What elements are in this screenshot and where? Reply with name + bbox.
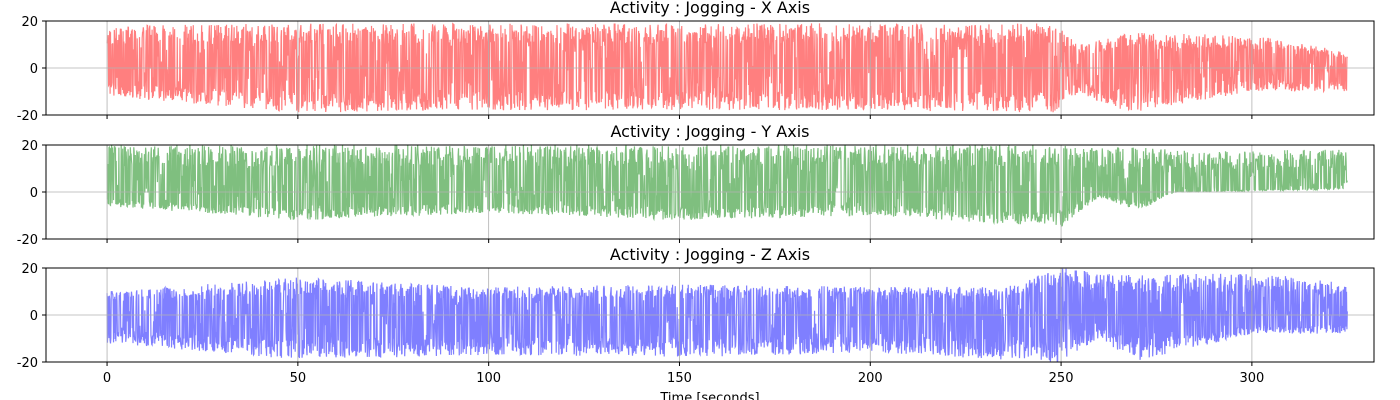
y-tick-label: 0 — [30, 62, 38, 77]
x-tick-label: 50 — [290, 371, 307, 386]
subplot-panels: -20 0 20 Activity : Jogging - X Axis -20 0 20 A… — [17, 0, 1375, 386]
y-tick-label: 20 — [21, 262, 38, 277]
y-tick-label: -20 — [17, 233, 38, 248]
x-tick-label: 150 — [667, 371, 692, 386]
series-line-y-axis — [106, 145, 1348, 227]
x-tick-label: 0 — [103, 371, 111, 386]
subplot-title: Activity : Jogging - X Axis — [610, 0, 810, 17]
series-line-z-axis — [106, 268, 1348, 362]
y-tick-label: 20 — [21, 139, 38, 154]
y-tick-label: 0 — [30, 186, 38, 201]
x-tick-label: 250 — [1049, 371, 1074, 386]
x-axis-label: Time [seconds] — [659, 391, 759, 400]
x-tick-label: 300 — [1239, 371, 1264, 386]
subplot-x-axis: -20 0 20 Activity : Jogging - X Axis — [17, 0, 1375, 124]
y-tick-label: 0 — [30, 309, 38, 324]
subplot-title: Activity : Jogging - Z Axis — [610, 245, 810, 264]
y-tick-label: 20 — [21, 15, 38, 30]
y-tick-label: -20 — [17, 109, 38, 124]
x-tick-label: 100 — [476, 371, 501, 386]
y-tick-label: -20 — [17, 356, 38, 371]
series-line-x-axis — [106, 22, 1348, 113]
subplot-title: Activity : Jogging - Y Axis — [611, 122, 810, 141]
x-tick-label: 200 — [858, 371, 883, 386]
subplot-y-axis: -20 0 20 Activity : Jogging - Y Axis — [17, 122, 1375, 248]
